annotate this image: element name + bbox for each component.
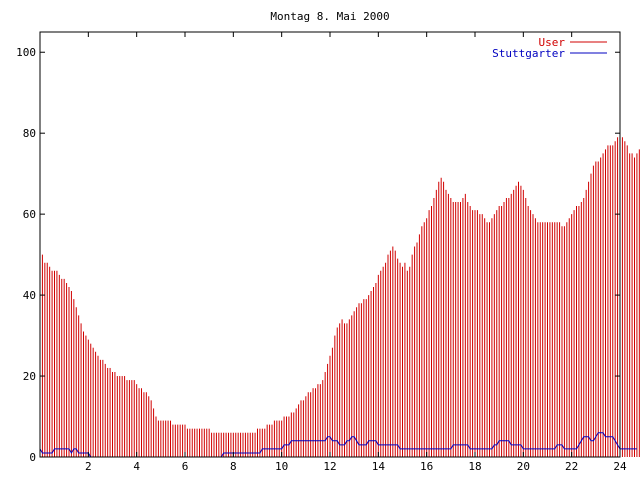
x-tick-label: 2 (85, 460, 92, 473)
x-tick-label: 18 (468, 460, 481, 473)
x-tick-label: 10 (275, 460, 288, 473)
legend-label-user: User (539, 36, 566, 49)
legend-label-stuttgarter: Stuttgarter (492, 47, 565, 60)
y-tick-label: 100 (16, 46, 36, 59)
x-tick-label: 4 (133, 460, 140, 473)
y-tick-label: 80 (23, 127, 36, 140)
y-tick-label: 0 (29, 451, 36, 464)
chart-title: Montag 8. Mai 2000 (270, 10, 389, 23)
x-axis: 2 4 6 8 10 12 14 16 18 20 22 24 (85, 32, 627, 473)
x-tick-label: 12 (323, 460, 336, 473)
x-tick-label: 8 (230, 460, 237, 473)
x-tick-label: 20 (517, 460, 530, 473)
x-tick-label: 14 (372, 460, 386, 473)
y-axis: 0 20 40 60 80 100 (16, 46, 620, 464)
legend: User Stuttgarter (492, 36, 607, 60)
y-tick-label: 20 (23, 370, 36, 383)
x-tick-label: 22 (565, 460, 578, 473)
x-tick-label: 6 (182, 460, 189, 473)
x-tick-label: 16 (420, 460, 433, 473)
y-tick-label: 60 (23, 208, 36, 221)
x-tick-label: 24 (613, 460, 627, 473)
user-bars (39, 133, 640, 457)
y-tick-label: 40 (23, 289, 36, 302)
